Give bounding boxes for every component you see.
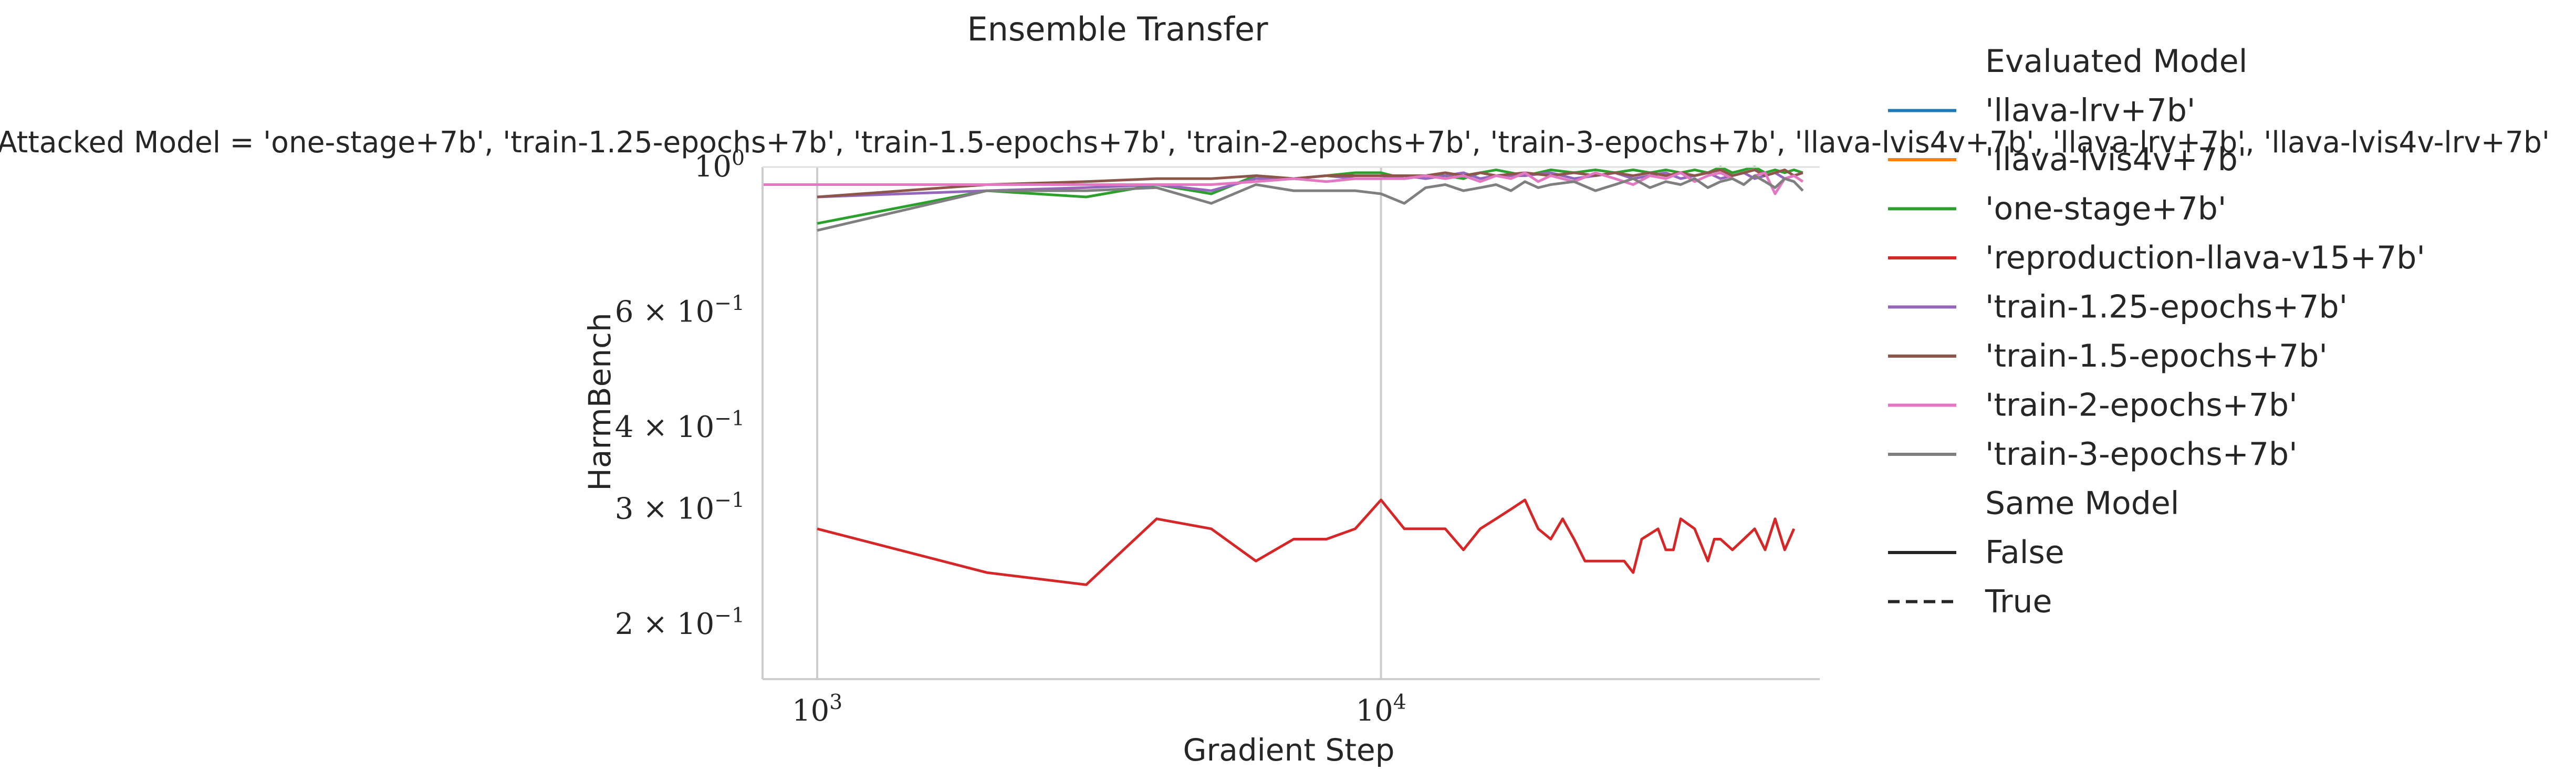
- legend-label: 'train-3-epochs+7b': [1985, 436, 2298, 473]
- axes-frame: [762, 166, 1820, 680]
- legend-label: 'reproduction-llava-v15+7b': [1985, 239, 2425, 276]
- legend-label: 'one-stage+7b': [1985, 191, 2226, 227]
- legend: Evaluated Model 'llava-lrv+7b' 'llava-lvis…: [1888, 43, 2425, 620]
- x-axis-label: Gradient Step: [1183, 732, 1395, 768]
- legend-label: 'llava-lrv+7b': [1985, 92, 2195, 129]
- chart-subtitle: Attacked Model = 'one-stage+7b', 'train-…: [0, 126, 2550, 160]
- y-tick-label: 6 × 10−1: [615, 291, 745, 329]
- y-tick-label: 2 × 10−1: [615, 603, 745, 641]
- y-tick-label: 100: [694, 147, 745, 184]
- y-tick-label: 3 × 10−1: [615, 488, 745, 526]
- legend-label: 'train-2-epochs+7b': [1985, 387, 2298, 424]
- series-line: [817, 174, 1804, 232]
- legend-label: 'train-1.25-epochs+7b': [1985, 289, 2348, 326]
- x-tick-label: 103: [792, 691, 842, 728]
- x-tick-label: 104: [1356, 691, 1406, 728]
- series-lines: [763, 165, 1804, 586]
- legend-label: True: [1985, 584, 2052, 620]
- legend-label: 'llava-lvis4v+7b': [1985, 141, 2246, 178]
- y-tick-labels: 100 6 × 10−1 4 × 10−1 3 × 10−1 2 × 10−1: [615, 147, 745, 641]
- plot-area: [762, 165, 1820, 680]
- x-tick-labels: 103 104: [792, 691, 1406, 728]
- series-line: [817, 498, 1796, 586]
- y-tick-label: 4 × 10−1: [615, 407, 745, 444]
- legend-label: 'train-1.5-epochs+7b': [1985, 338, 2328, 374]
- legend-label: False: [1985, 534, 2064, 571]
- legend-title: Evaluated Model: [1985, 43, 2247, 80]
- legend-style-title: Same Model: [1985, 485, 2179, 522]
- grid-lines: [816, 167, 1382, 679]
- y-axis-label: HarmBench: [582, 313, 618, 491]
- chart-title: Ensemble Transfer: [967, 10, 1268, 48]
